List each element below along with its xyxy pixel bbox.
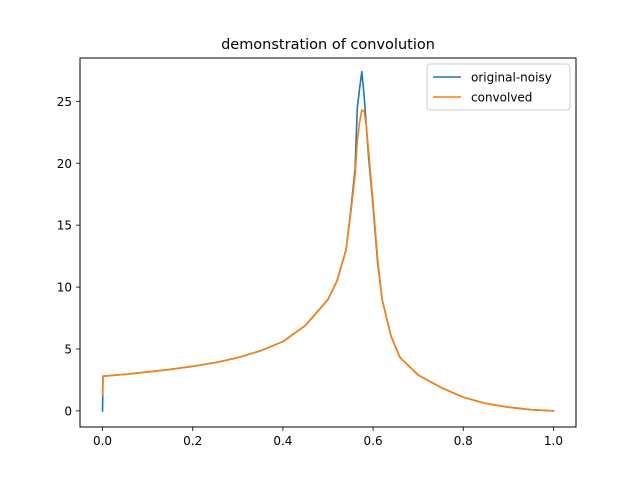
chart-title: demonstration of convolution	[221, 37, 435, 53]
series-layer	[101, 70, 555, 412]
y-tick-label: 10	[57, 281, 72, 295]
x-tick-label: 0.6	[364, 434, 383, 448]
x-tick-label: 0.4	[273, 434, 292, 448]
y-tick-label: 0	[64, 404, 72, 418]
x-tick-label: 0.2	[183, 434, 202, 448]
axes-frame	[79, 57, 577, 428]
y-tick-label: 5	[64, 342, 72, 356]
y-axis: 0 5 10 15 20 25	[57, 95, 80, 418]
y-tick-label: 25	[57, 95, 72, 109]
legend-label-original-noisy: original-noisy	[471, 71, 552, 85]
legend-label-convolved: convolved	[471, 91, 532, 105]
y-tick-label: 20	[57, 157, 72, 171]
legend: original-noisy convolved	[426, 63, 571, 111]
x-tick-label: 0.0	[93, 434, 112, 448]
y-tick-label: 15	[57, 219, 72, 233]
legend-box	[426, 63, 571, 111]
series-line-convolved	[101, 109, 555, 412]
x-axis: 0.0 0.2 0.4 0.6 0.8 1.0	[93, 427, 563, 448]
x-tick-label: 0.8	[454, 434, 473, 448]
x-tick-label: 1.0	[544, 434, 563, 448]
